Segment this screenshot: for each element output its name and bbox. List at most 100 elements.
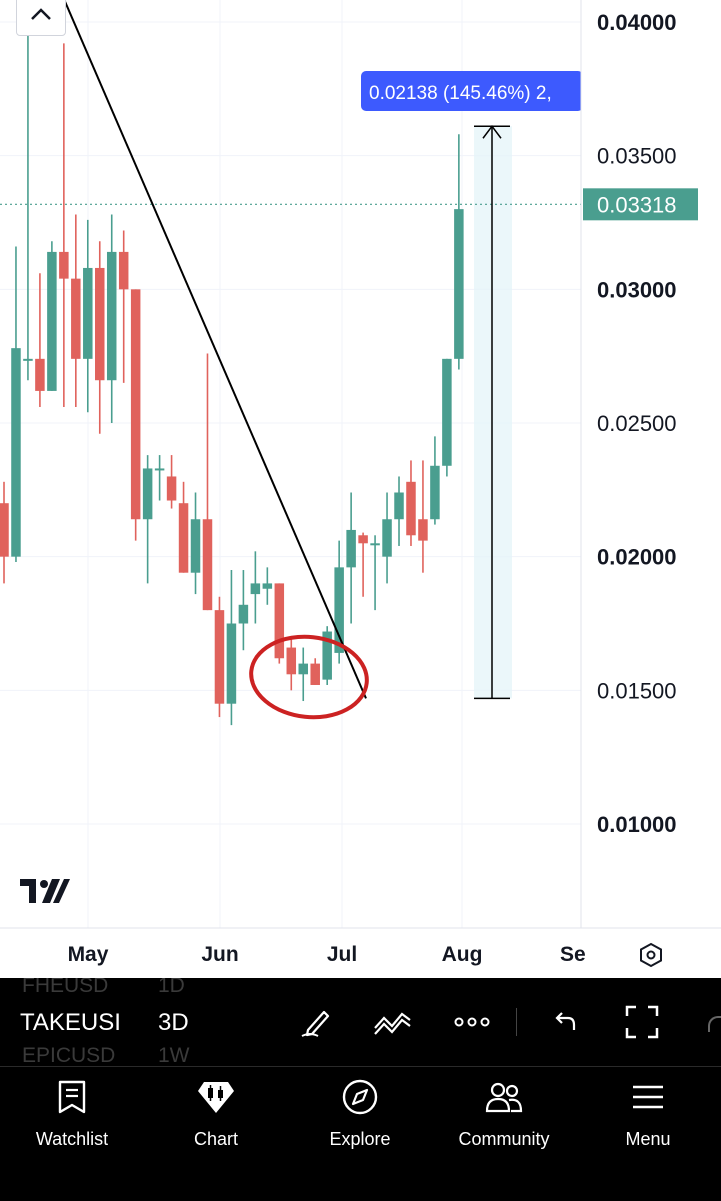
price-axis: 0.04000 0.03500 0.03000 0.02500 0.02000 0.015… — [580, 0, 698, 928]
nav-watchlist-label: Watchlist — [35, 1129, 109, 1149]
month-label: Jun — [201, 943, 238, 966]
symbol-toolbar: FHEUSD 1D TAKEUSI 3D EPICUSD 1W — [0, 978, 721, 1066]
nav-explore-label: Explore — [329, 1129, 391, 1149]
candle-body — [202, 519, 213, 611]
fullscreen-icon — [625, 1005, 659, 1039]
measure-arrowhead — [482, 125, 502, 139]
partial-toolbar-icon — [708, 1016, 721, 1032]
candle-body — [130, 289, 141, 520]
candle-body — [322, 631, 332, 680]
toolbar-divider — [516, 1008, 517, 1036]
candle-body — [59, 251, 69, 279]
nav-explore[interactable]: Explore — [288, 1067, 432, 1167]
month-label: Se — [560, 943, 586, 966]
last-price-badge — [583, 188, 698, 221]
candle-body — [370, 543, 380, 546]
price-tick-label: 0.01500 — [597, 678, 677, 703]
candle-body — [358, 535, 368, 544]
chart-settings-button[interactable] — [636, 940, 666, 970]
compass-icon — [342, 1079, 378, 1115]
price-chart[interactable]: 0.02138 (145.46%) 2, 0.04000 0.03500 0.030… — [0, 0, 721, 978]
pen-icon — [301, 1010, 330, 1037]
more-dots-icon — [454, 1017, 490, 1027]
more-options-button[interactable] — [450, 1002, 494, 1042]
month-label: Aug — [442, 943, 483, 966]
collapse-button[interactable] — [16, 0, 66, 36]
candle-body — [11, 348, 21, 557]
candle-body — [262, 583, 273, 589]
circle-annotation — [249, 634, 369, 720]
month-label: Jul — [327, 943, 357, 966]
candle-body — [382, 519, 392, 557]
last-price-label: 0.03318 — [597, 192, 677, 217]
candle-body — [298, 663, 308, 675]
price-tick-label: 0.01000 — [597, 812, 677, 837]
candle-body — [226, 623, 237, 704]
candle-body — [71, 278, 81, 359]
indicator-lines-icon — [374, 1012, 411, 1035]
nav-chart-label: Chart — [193, 1129, 238, 1149]
candle-body — [154, 468, 165, 471]
candle-body — [430, 465, 440, 520]
candle-body — [118, 251, 129, 290]
community-icon — [485, 1082, 523, 1113]
indicators-button[interactable] — [372, 1002, 412, 1042]
ghost-symbol-above: FHEUSD — [22, 978, 109, 997]
candle-body — [334, 567, 344, 653]
candle-body — [286, 647, 297, 675]
candle-body — [0, 503, 9, 557]
draw-tool-button[interactable] — [296, 1002, 336, 1042]
candle-body — [166, 476, 177, 501]
trendline — [63, 0, 367, 699]
candles-layer — [0, 22, 464, 726]
ghost-interval-above: 1D — [158, 978, 185, 997]
nav-menu[interactable]: Menu — [576, 1067, 720, 1167]
candle-body — [274, 583, 285, 659]
ghost-symbol-below: EPICUSD — [22, 1044, 116, 1066]
candle-body — [418, 519, 428, 541]
measure-label-text: 0.02138 (145.46%) 2, — [369, 83, 552, 104]
candle-body — [250, 583, 261, 595]
fullscreen-button[interactable] — [622, 1002, 662, 1042]
candle-body — [35, 358, 45, 391]
candle-body — [346, 529, 356, 568]
chart-area[interactable]: 0.02138 (145.46%) 2, 0.04000 0.03500 0.030… — [0, 0, 721, 978]
symbol-selector[interactable]: TAKEUSI — [20, 1009, 121, 1036]
price-tick-label: 0.04000 — [597, 10, 677, 35]
ghost-interval-below: 1W — [158, 1044, 190, 1066]
undo-icon — [555, 1012, 576, 1030]
nav-chart[interactable]: Chart — [144, 1067, 288, 1167]
price-tick-label: 0.02500 — [597, 411, 677, 436]
measure-range-box — [474, 126, 512, 699]
candle-body — [214, 610, 225, 704]
settings-hexagon-icon — [640, 942, 662, 968]
candle-body — [142, 468, 153, 520]
chevron-up-icon — [31, 8, 51, 20]
time-axis: May Jun Jul Aug Se — [0, 927, 721, 966]
measure-label-box — [361, 71, 583, 111]
interval-selector[interactable]: 3D — [158, 1009, 189, 1036]
axis-mask — [581, 60, 721, 120]
undo-button[interactable] — [544, 1002, 584, 1042]
measure-highlight — [474, 126, 512, 699]
price-tick-label: 0.03000 — [597, 277, 677, 302]
tradingview-logo — [20, 877, 70, 905]
nav-community[interactable]: Community — [432, 1067, 576, 1167]
candle-body — [454, 209, 464, 359]
candle-body — [406, 481, 416, 536]
chart-icon — [198, 1082, 234, 1113]
nav-watchlist[interactable]: Watchlist — [0, 1067, 144, 1167]
month-label: May — [68, 943, 109, 966]
drawings-layer: 0.02138 (145.46%) 2, — [0, 0, 721, 720]
price-tick-label: 0.02000 — [597, 545, 677, 570]
candle-body — [190, 519, 201, 573]
nav-community-label: Community — [458, 1129, 550, 1149]
candle-body — [106, 251, 117, 381]
candle-body — [47, 251, 57, 391]
candle-body — [95, 267, 105, 381]
candle-body — [442, 358, 452, 466]
tradingview-logo-icon — [20, 879, 70, 903]
candle-body — [23, 358, 33, 361]
menu-icon — [633, 1085, 663, 1109]
candle-body — [394, 492, 404, 520]
